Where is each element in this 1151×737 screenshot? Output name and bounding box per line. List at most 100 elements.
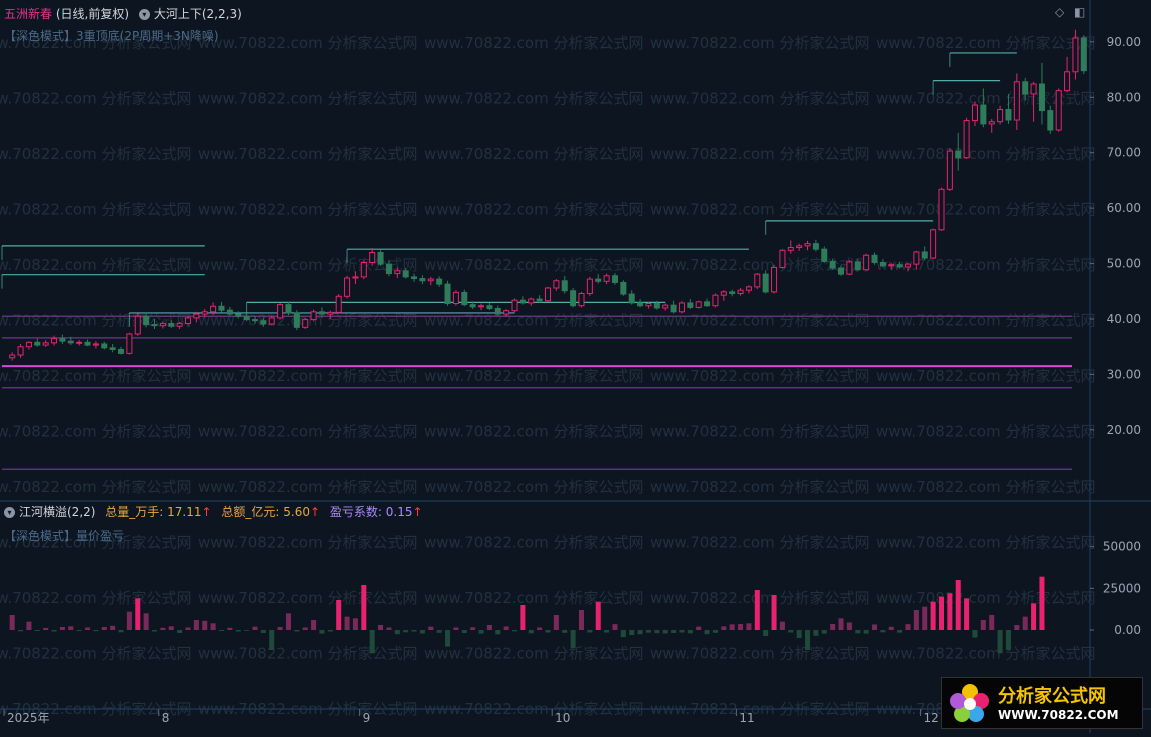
watermark-text: www.70822.com 分析家公式网 (0, 423, 192, 441)
diamond-icon[interactable]: ◇ (1055, 5, 1065, 19)
watermark-text: www.70822.com 分析家公式网 (198, 534, 418, 552)
candle-body (444, 283, 451, 304)
amount-label: 总额_亿元: (221, 505, 280, 519)
sub-indicator-name[interactable]: 江河横溢(2,2) (19, 505, 96, 519)
candle-body (184, 317, 192, 324)
volume-bar (947, 593, 953, 630)
price-tick-label: 90.00 (1107, 35, 1141, 49)
sub-mode-tag: 【深色模式】量价盈亏 (4, 529, 125, 543)
period-label[interactable]: (日线,前复权) (55, 7, 130, 21)
main-header: 五洲新春 (日线,前复权) ▾ 大河上下(2,2,3) (4, 5, 242, 22)
price-tick-label: 70.00 (1107, 146, 1141, 160)
guide-lines (2, 315, 1072, 470)
volume-bar (76, 630, 82, 631)
candle-body (427, 278, 434, 282)
volume-bar (244, 630, 250, 631)
candle-body (352, 276, 359, 279)
watermark-text: www.70822.com 分析家公式网 (876, 645, 1096, 663)
volume-bar (185, 627, 191, 630)
volume-bar (394, 630, 400, 635)
watermark-text: www.70822.com 分析家公式网 (198, 256, 418, 274)
volume-bar (545, 630, 551, 633)
candle-body (771, 266, 778, 293)
candle-body (904, 263, 912, 268)
watermark-text: www.70822.com 分析家公式网 (198, 145, 418, 163)
watermark-text: www.70822.com 分析家公式网 (876, 423, 1096, 441)
volume-value: 17.11 (167, 505, 202, 519)
watermark-text: www.70822.com 分析家公式网 (650, 312, 870, 330)
volume-bar (972, 630, 978, 638)
candle-body (611, 275, 618, 283)
indicator-name[interactable]: 大河上下(2,2,3) (153, 7, 242, 21)
sub-indicator-toggle-icon[interactable]: ▾ (4, 507, 15, 518)
watermark-text: www.70822.com 分析家公式网 (650, 645, 870, 663)
watermark-text: www.70822.com 分析家公式网 (424, 145, 644, 163)
candle-body (1030, 83, 1037, 95)
candle-body (745, 286, 752, 291)
volume-bar (779, 621, 785, 630)
candle-body (59, 337, 66, 342)
flower-logo-icon (950, 684, 989, 722)
date-tick-label: 2025年 (7, 711, 50, 725)
candle-body (478, 305, 485, 308)
candle-body (963, 120, 970, 159)
watermark-text: www.70822.com 分析家公式网 (0, 256, 192, 274)
candle-body (1047, 110, 1054, 131)
volume-bar (671, 630, 677, 633)
volume-bar (495, 630, 501, 635)
volume-bar (369, 630, 375, 654)
candle-body (151, 324, 158, 327)
amount-up-arrow: ↑ (310, 505, 321, 519)
watermark-text: www.70822.com 分析家公式网 (424, 201, 644, 219)
volume-bar (855, 630, 861, 634)
candle-body (385, 263, 392, 275)
price-tick-label: 50.00 (1107, 257, 1141, 271)
candle-body (980, 104, 987, 125)
volume-bar (277, 627, 283, 630)
indicator-toggle-icon[interactable]: ▾ (138, 9, 150, 20)
volume-bar (302, 627, 308, 630)
candle-body (812, 243, 819, 250)
volume-bar (26, 621, 32, 630)
date-tick-label: 12 (924, 711, 939, 725)
volume-bar (578, 610, 584, 630)
volume-bar (604, 630, 610, 633)
volume-bar (193, 620, 199, 630)
volume-bar (989, 615, 995, 630)
candle-body (838, 267, 845, 275)
candle-body (544, 287, 552, 302)
logo-title: 分析家公式网 (998, 686, 1106, 707)
volume-bar (1014, 625, 1020, 630)
price-tick-label: 80.00 (1107, 90, 1141, 104)
panel-toggle-icon[interactable]: ◧ (1074, 5, 1086, 19)
volume-bar (763, 630, 769, 636)
watermark-text: www.70822.com 分析家公式网 (198, 589, 418, 607)
candle-body (586, 278, 593, 295)
watermark-text: www.70822.com 分析家公式网 (198, 478, 418, 496)
candle-body (712, 294, 719, 307)
volume-bar (553, 615, 559, 630)
volume-bar (1005, 630, 1011, 650)
stock-name[interactable]: 五洲新春 (4, 7, 53, 21)
volume-bar (352, 618, 358, 630)
volume-bar (537, 627, 543, 630)
candle-body (637, 302, 644, 307)
volume-bar (168, 626, 174, 630)
volume-bar (210, 623, 216, 630)
watermark-text: www.70822.com 分析家公式网 (876, 534, 1096, 552)
main-mode-tag: 【深色模式】3重顶底(2P周期+3N降噪) (4, 29, 219, 43)
watermark-text: www.70822.com 分析家公式网 (0, 367, 192, 385)
volume-tick-label: 25000 (1103, 581, 1141, 595)
candle-body (754, 273, 761, 288)
candle-body (997, 108, 1004, 123)
candle-body (653, 302, 660, 309)
candle-body (519, 299, 526, 304)
watermark-text: www.70822.com 分析家公式网 (876, 589, 1096, 607)
candle-body (595, 278, 602, 282)
candle-body (854, 261, 861, 271)
candle-body (628, 293, 635, 304)
volume-bar (746, 623, 752, 630)
candle-body (729, 291, 736, 295)
